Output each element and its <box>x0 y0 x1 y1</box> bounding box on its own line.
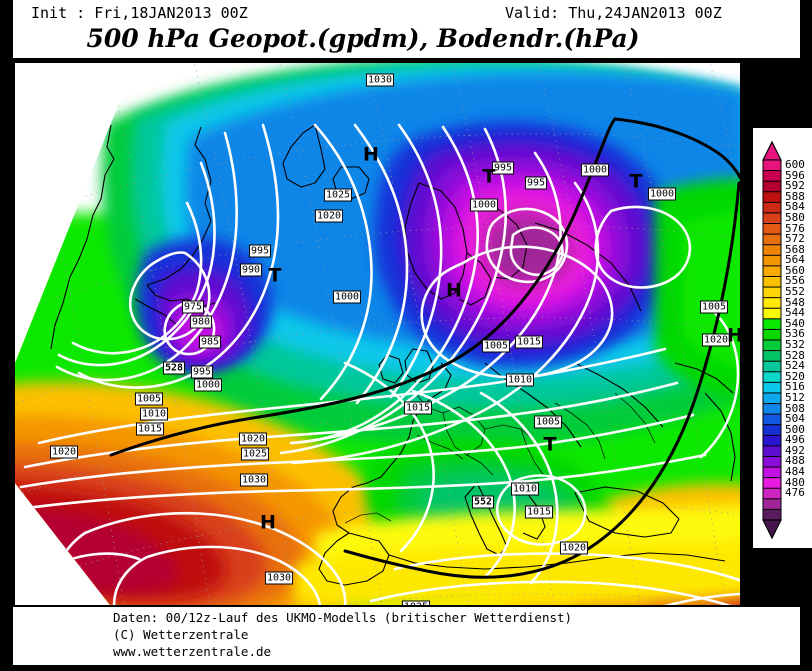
isobar-label: 995 <box>491 161 515 175</box>
isobar-label: 1000 <box>332 290 362 304</box>
isobar-label: 1025 <box>323 188 353 202</box>
high-pressure-center-marker: H <box>260 511 276 534</box>
isobar-label: 1020 <box>701 333 731 347</box>
colorbar-tick: 504 <box>785 412 805 426</box>
colorbar-tick: 484 <box>785 465 805 479</box>
low-pressure-center-marker: T <box>629 170 643 193</box>
low-pressure-center-marker: T <box>543 433 557 456</box>
colorbar-tick: 568 <box>785 242 805 256</box>
colorbar-swatches <box>762 140 782 540</box>
colorbar-tick: 600 <box>785 158 805 171</box>
colorbar-tick: 572 <box>785 232 805 246</box>
isobar-label: 1020 <box>238 432 268 446</box>
colorbar-legend: 600 596 592 588 584 580 576 572 568 564 560 556 552 5… <box>753 128 812 548</box>
isobar-label: 995 <box>248 244 272 258</box>
isobar-label: 1000 <box>580 163 610 177</box>
colorbar-tick: 556 <box>785 274 805 288</box>
colorbar-tick: 516 <box>785 380 805 394</box>
colorbar-tick: 580 <box>785 210 805 224</box>
colorbar-tick: 588 <box>785 189 805 203</box>
isobar-label: 1005 <box>533 415 563 429</box>
page-title: 500 hPa Geopot.(gpdm), Bodendr.(hPa) <box>86 24 640 53</box>
map-canvas: 1030 1025 1020 995 995 1000 1000 1000 995 990 975 9… <box>15 63 740 605</box>
isobar-label: 1020 <box>314 209 344 223</box>
colorbar-tick: 500 <box>785 422 805 436</box>
colorbar-tick: 540 <box>785 316 805 330</box>
low-pressure-center-marker: T <box>482 165 496 188</box>
isobar-label: 1010 <box>139 407 169 421</box>
colorbar-tick: 536 <box>785 327 805 341</box>
colorbar-tick: 544 <box>785 306 805 320</box>
isobar-label: 1030 <box>264 571 294 585</box>
colorbar-tick: 584 <box>785 200 805 214</box>
colorbar-tick: 592 <box>785 179 805 193</box>
colorbar-tick: 560 <box>785 263 805 277</box>
isobar-label: 980 <box>189 315 213 329</box>
valid-time-label: Valid: Thu,24JAN2013 00Z <box>505 4 722 22</box>
isobar-label: 1015 <box>403 401 433 415</box>
thickness-contour-label: 552 <box>471 495 495 509</box>
isobar-label: 1000 <box>193 378 223 392</box>
isobar-label: 1015 <box>524 505 554 519</box>
isobar-label: 1000 <box>647 187 677 201</box>
isobar-label: 1020 <box>559 541 589 555</box>
isobar-label: 1005 <box>481 339 511 353</box>
high-pressure-center-marker: H <box>727 326 740 346</box>
thickness-contour-label: 528 <box>162 361 186 375</box>
isobar-label: 990 <box>239 263 263 277</box>
high-pressure-center-marker: H <box>446 279 462 302</box>
colorbar-tick: 492 <box>785 443 805 457</box>
colorbar-tick: 528 <box>785 348 805 362</box>
isobar-label: 1010 <box>505 373 535 387</box>
footer-website-link[interactable]: www.wetterzentrale.de <box>113 644 272 659</box>
colorbar-tick: 552 <box>785 285 805 299</box>
isobar-label: 1000 <box>469 198 499 212</box>
geopotential-contour-fill <box>15 63 740 605</box>
map-panel[interactable]: 1030 1025 1020 995 995 1000 1000 1000 995 990 975 9… <box>13 61 742 607</box>
isobar-label: 975 <box>181 300 205 314</box>
isobar-label: 985 <box>198 335 222 349</box>
colorbar-tick: 512 <box>785 390 805 404</box>
init-time-label: Init : Fri,18JAN2013 00Z <box>31 4 248 22</box>
footer-copyright: (C) Wetterzentrale <box>113 627 249 642</box>
colorbar-tick: 576 <box>785 221 805 235</box>
isobar-label: 1030 <box>365 73 395 87</box>
chart-footer: Daten: 00/12z-Lauf des UKMO-Modells (bri… <box>13 607 800 665</box>
colorbar-tick: 524 <box>785 359 805 373</box>
colorbar-tick: 564 <box>785 253 805 267</box>
isobar-label: 1005 <box>134 392 164 406</box>
isobar-label: 1025 <box>240 447 270 461</box>
colorbar-tick: 532 <box>785 338 805 351</box>
colorbar-tick: 596 <box>785 168 805 182</box>
colorbar-tick: 520 <box>785 369 805 383</box>
isobar-label: 1015 <box>135 422 165 436</box>
isobar-label: 1030 <box>239 473 269 487</box>
high-pressure-center-marker: H <box>363 143 379 166</box>
isobar-label: 995 <box>190 365 214 379</box>
colorbar-tick: 548 <box>785 295 805 309</box>
footer-data-source: Daten: 00/12z-Lauf des UKMO-Modells (bri… <box>113 610 573 625</box>
colorbar-tick: 488 <box>785 454 805 468</box>
low-pressure-center-marker: T <box>268 264 282 287</box>
colorbar-tick: 476 <box>785 486 805 500</box>
isobar-label: 1010 <box>510 482 540 496</box>
colorbar-tick: 496 <box>785 433 805 447</box>
isobar-label: 995 <box>524 176 548 190</box>
colorbar-tick: 480 <box>785 475 805 489</box>
isobar-label: 1005 <box>699 300 729 314</box>
isobar-label: 1025 <box>401 600 431 605</box>
isobar-label: 1020 <box>49 445 79 459</box>
colorbar-tick: 508 <box>785 401 805 415</box>
chart-header: Init : Fri,18JAN2013 00Z Valid: Thu,24JA… <box>13 0 800 58</box>
isobar-label: 1015 <box>514 335 544 349</box>
